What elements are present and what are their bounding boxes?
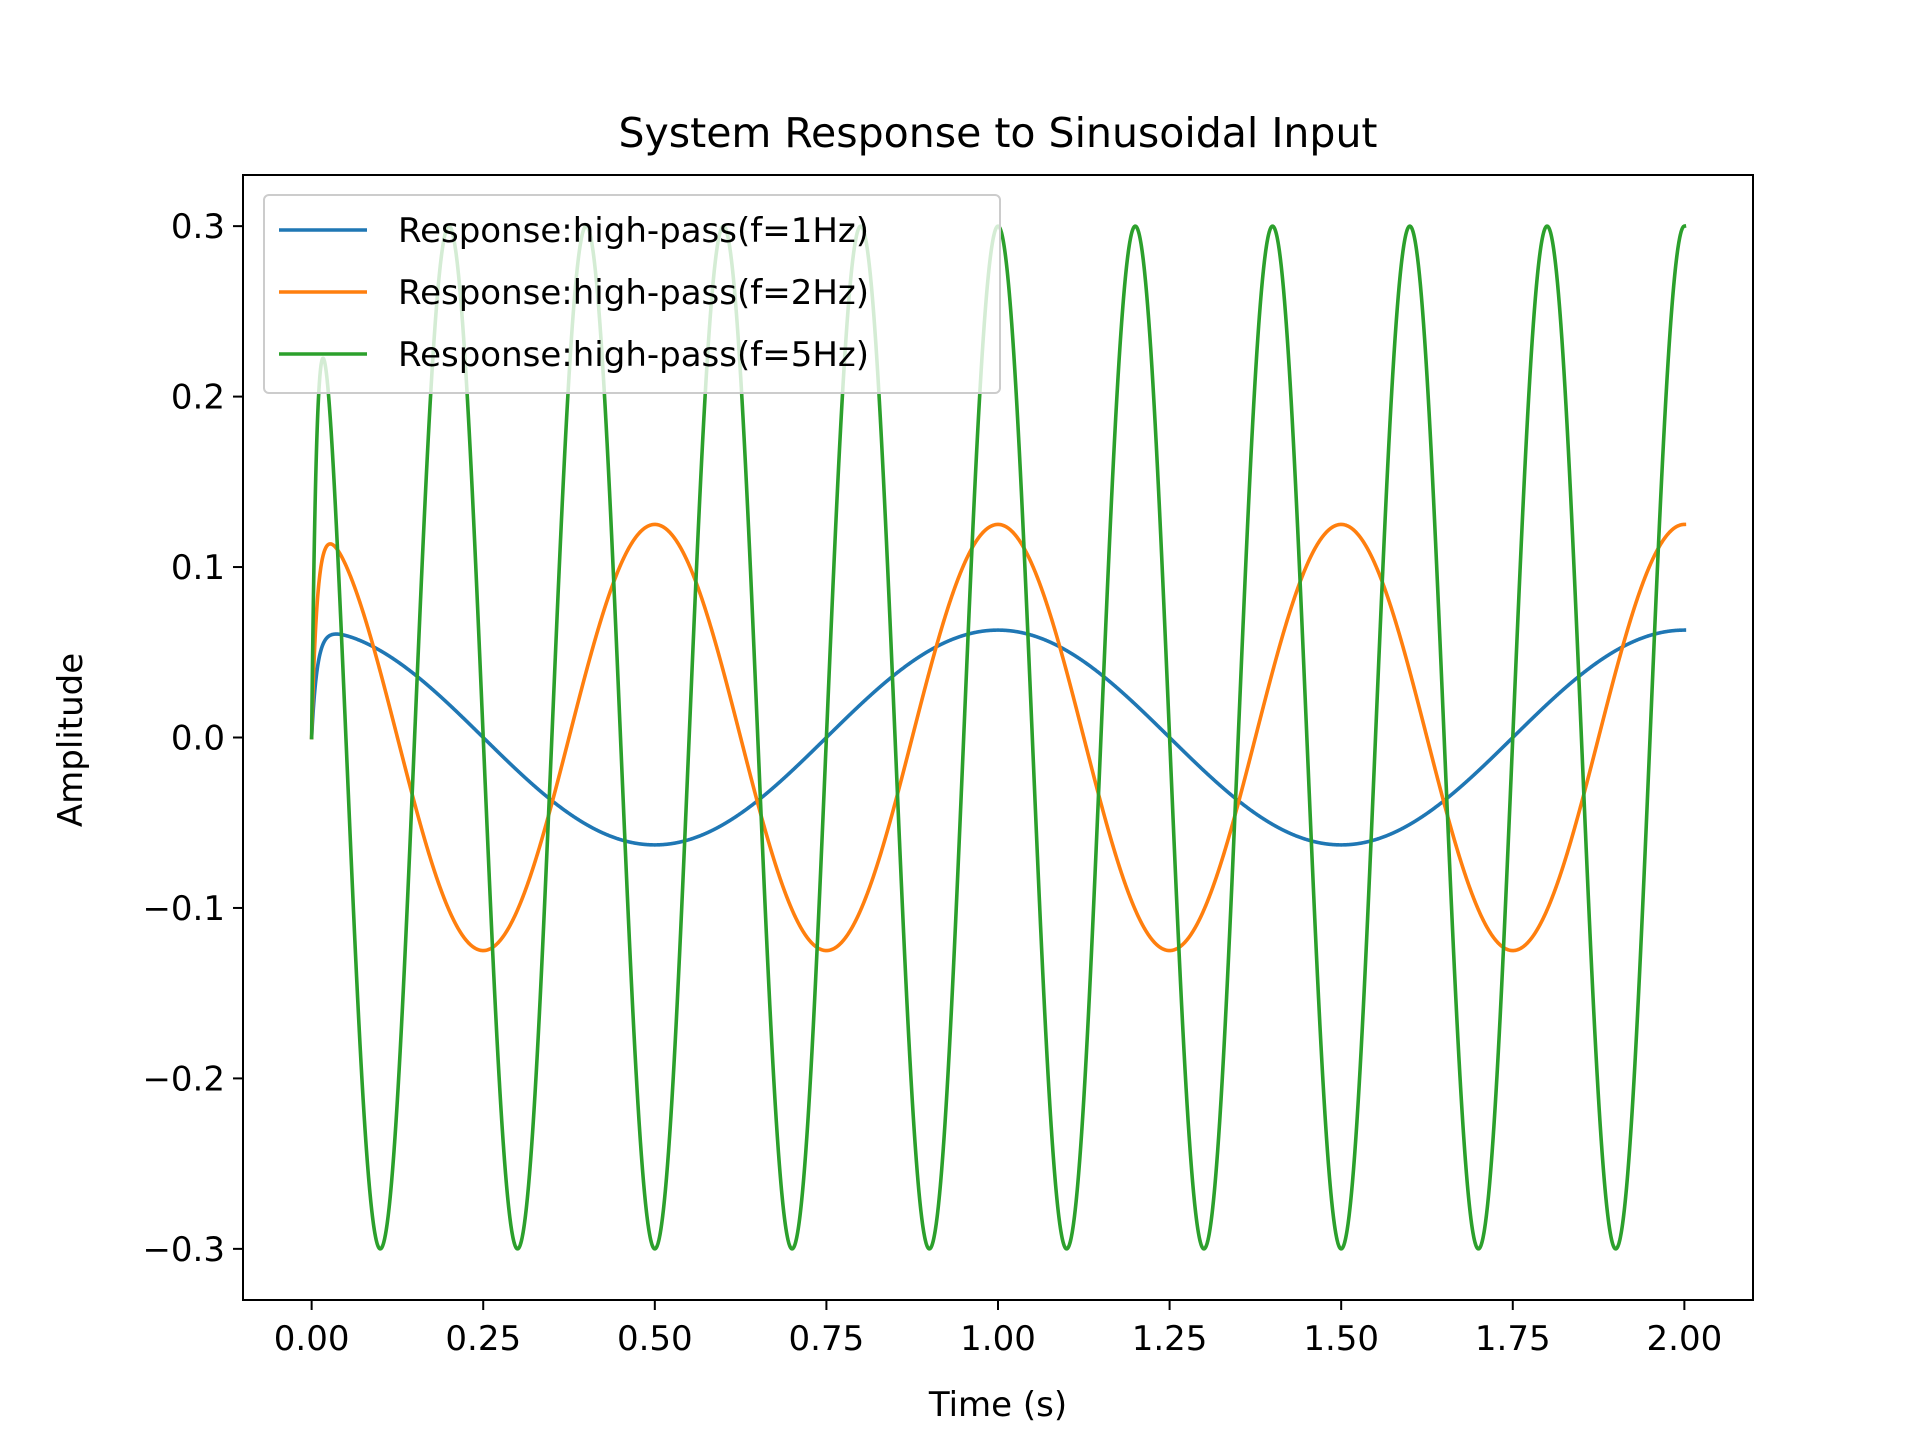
y-tick-label: −0.3 (142, 1230, 225, 1270)
y-tick-label: −0.1 (142, 889, 225, 929)
legend-box (263, 194, 1001, 394)
x-tick-label: 2.00 (1647, 1319, 1723, 1359)
y-tick-label: 0.1 (171, 548, 225, 588)
y-tick-label: 0.0 (171, 719, 225, 759)
x-tick-label: 0.50 (617, 1319, 693, 1359)
legend-label-1: Response:high-pass(f=1Hz) (398, 211, 869, 251)
x-tick-label: 1.00 (960, 1319, 1036, 1359)
chart-title: System Response to Sinusoidal Input (618, 109, 1377, 157)
x-tick-label: 0.25 (445, 1319, 521, 1359)
x-axis-label: Time (s) (928, 1385, 1067, 1425)
x-tick-label: 1.25 (1132, 1319, 1208, 1359)
legend-label-2: Response:high-pass(f=2Hz) (398, 273, 869, 313)
x-tick-label: 0.75 (789, 1319, 865, 1359)
series-line-2 (309, 522, 1687, 953)
x-tick-label: 0.00 (274, 1319, 350, 1359)
legend: Response:high-pass(f=1Hz) Response:high-p… (263, 194, 1001, 394)
x-tick-label: 1.75 (1475, 1319, 1551, 1359)
series-line-1 (309, 628, 1687, 847)
y-tick-label: 0.2 (171, 378, 225, 418)
y-axis-label: Amplitude (51, 653, 91, 827)
y-tick-label: 0.3 (171, 207, 225, 247)
legend-label-3: Response:high-pass(f=5Hz) (398, 335, 869, 375)
y-tick-label: −0.2 (142, 1059, 225, 1099)
x-tick-label: 1.50 (1303, 1319, 1379, 1359)
